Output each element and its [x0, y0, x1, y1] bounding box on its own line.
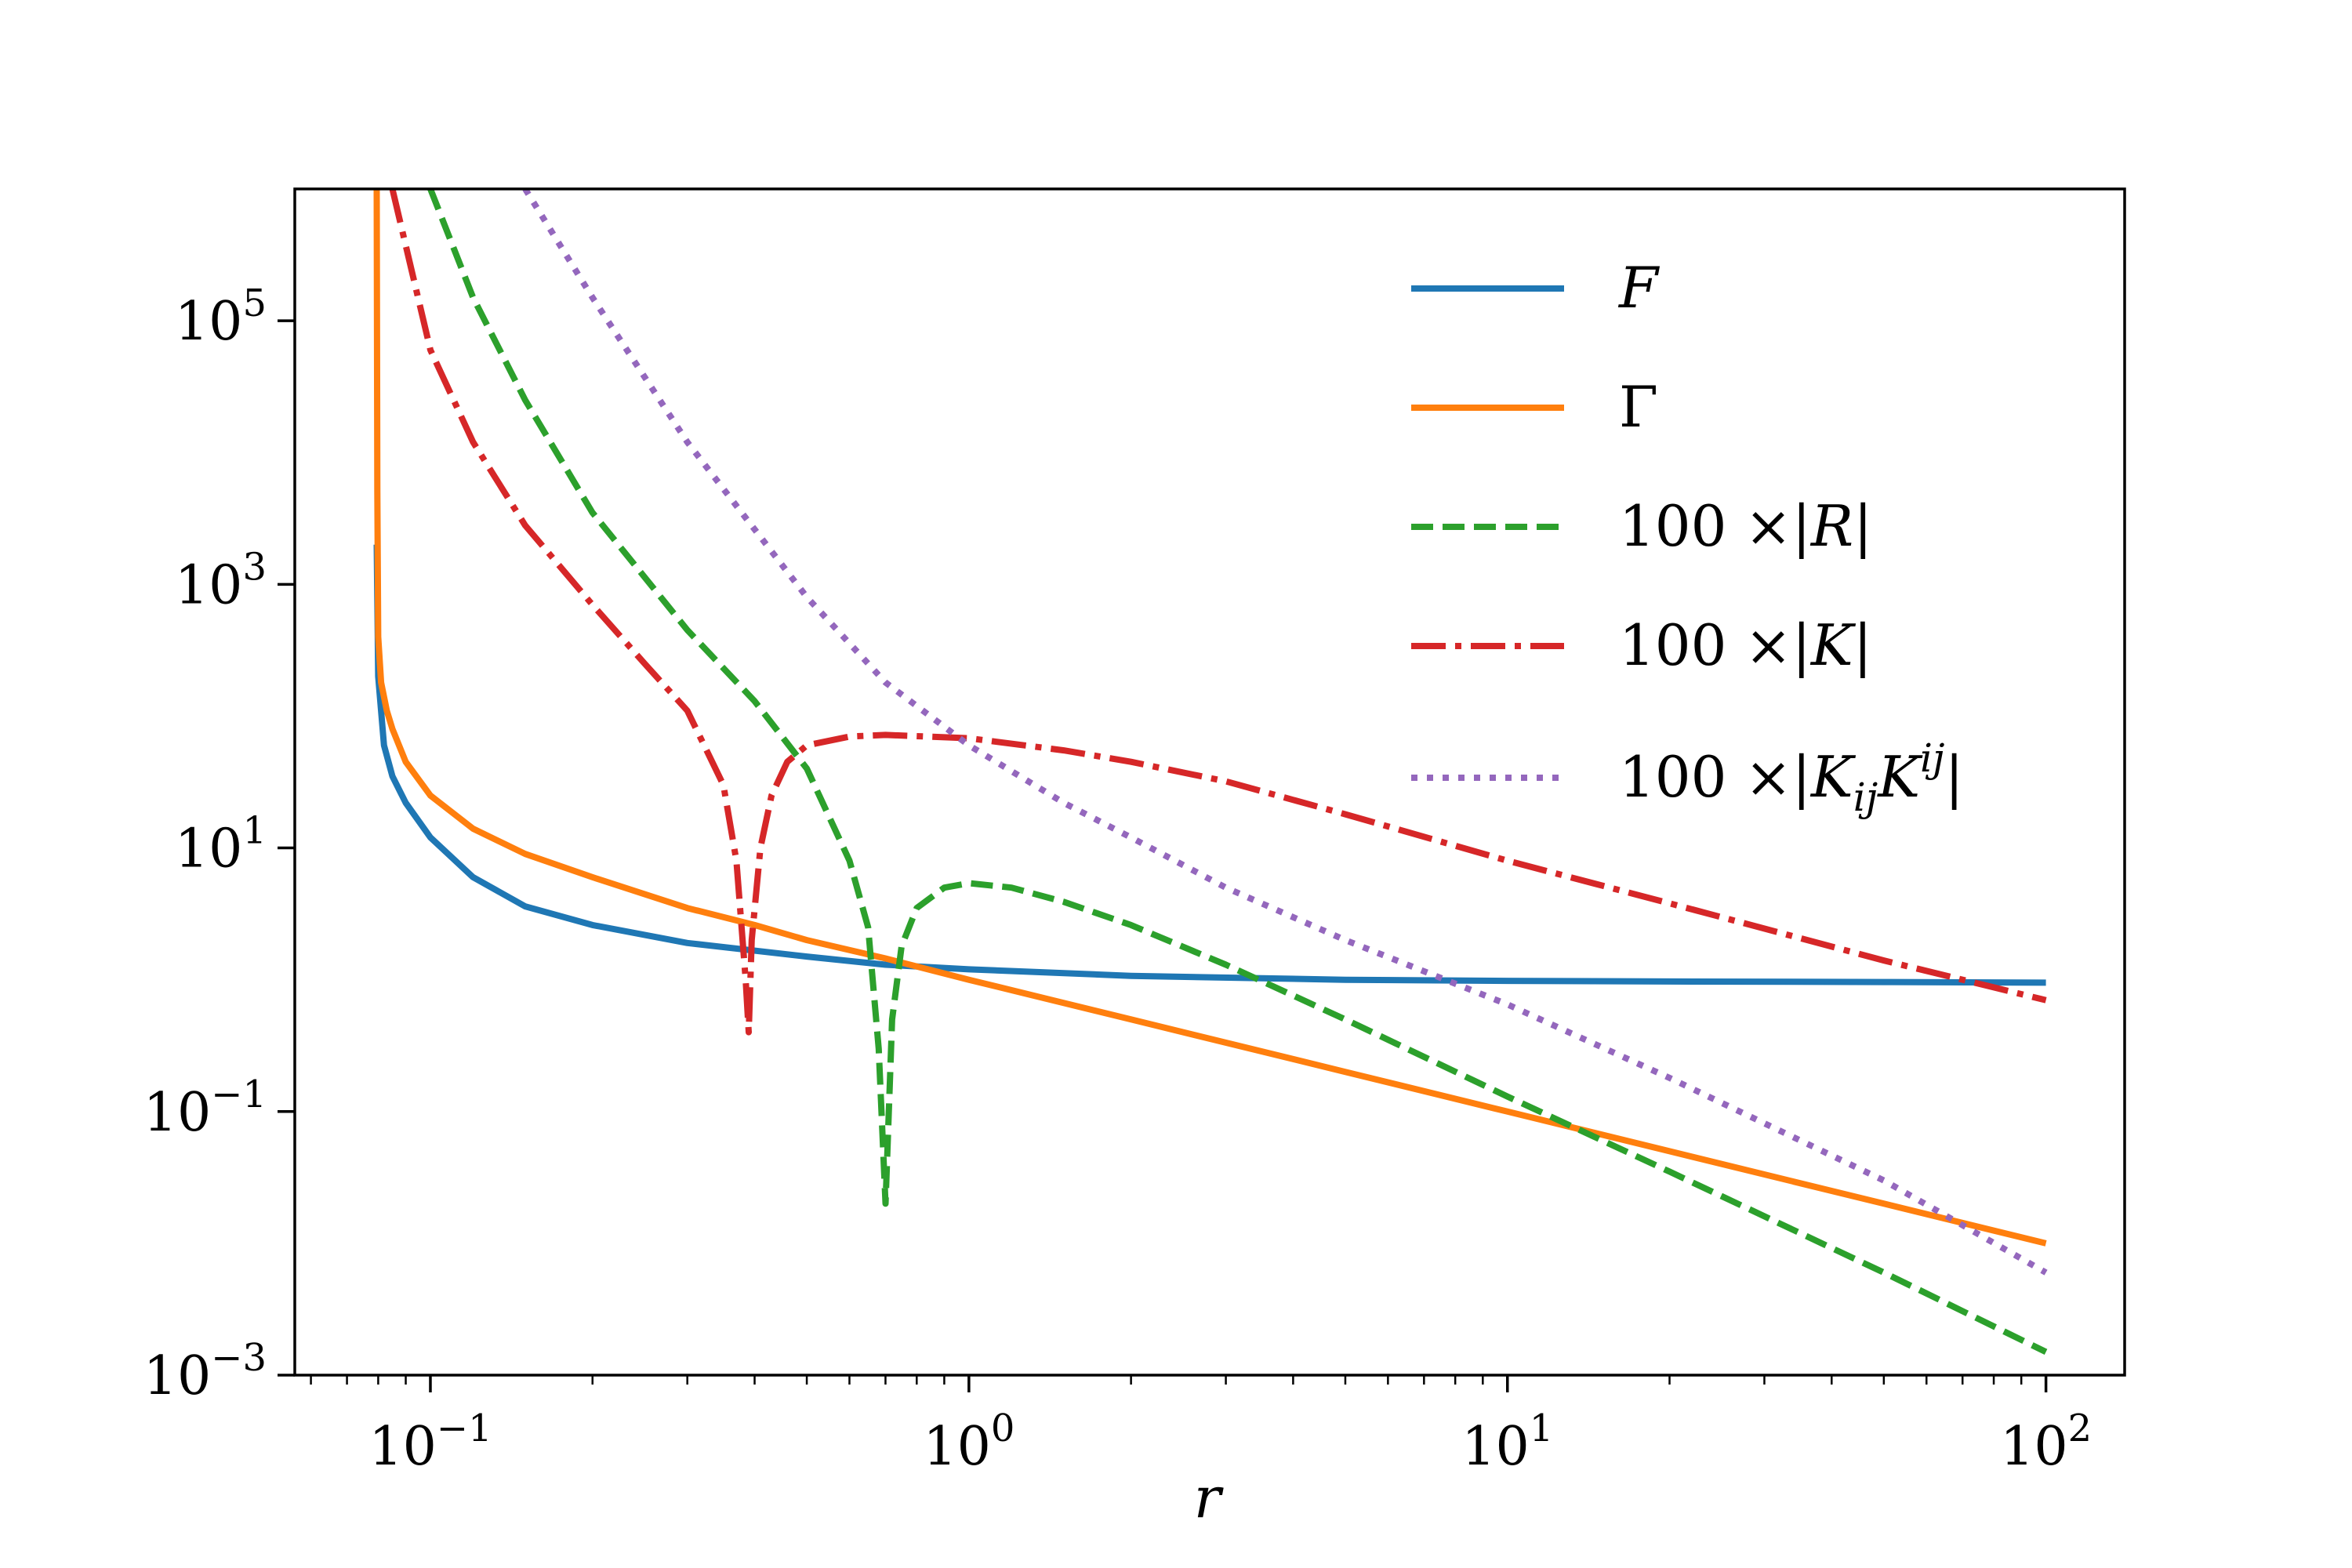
- y-axis-tick-labels: 10−3 10−1 101 103 105: [143, 281, 267, 1407]
- x-axis-ticks: [310, 1375, 2048, 1392]
- series-line-0: [373, 544, 2046, 986]
- series-line-1: [373, 189, 2047, 1247]
- legend: F Γ 100 ×|R| 100 ×|K| 100 ×|KijKij|: [1411, 255, 1964, 820]
- legend-label-F: F: [1617, 255, 1661, 321]
- x-tick-label-0: 10−1: [368, 1406, 492, 1478]
- x-tick-label-1: 100: [923, 1406, 1014, 1478]
- y-tick-label-0: 10−3: [143, 1336, 267, 1407]
- plot-frame: [293, 187, 2126, 1377]
- x-tick-label-2: 101: [1461, 1406, 1553, 1478]
- legend-label-KijKij: 100 ×|KijKij|: [1619, 735, 1964, 820]
- series-line-2: [427, 189, 2048, 1355]
- y-axis-ticks: [278, 319, 295, 1377]
- legend-label-K: 100 ×|K|: [1619, 612, 1872, 678]
- legend-label-gamma: Γ: [1619, 374, 1658, 440]
- y-tick-label-1: 10−1: [143, 1073, 267, 1144]
- x-axis-tick-labels: 10−1 100 101 102: [368, 1406, 2092, 1478]
- x-axis-label: r: [1194, 1465, 1224, 1530]
- x-tick-label-3: 102: [2000, 1406, 2092, 1478]
- series-line-4: [522, 189, 2048, 1276]
- y-tick-label-4: 105: [175, 281, 267, 353]
- series-layer: [373, 189, 2048, 1355]
- y-tick-label-2: 101: [175, 809, 267, 880]
- legend-label-R: 100 ×|R|: [1619, 493, 1872, 559]
- y-tick-label-3: 103: [175, 545, 267, 616]
- series-line-3: [389, 189, 2047, 1036]
